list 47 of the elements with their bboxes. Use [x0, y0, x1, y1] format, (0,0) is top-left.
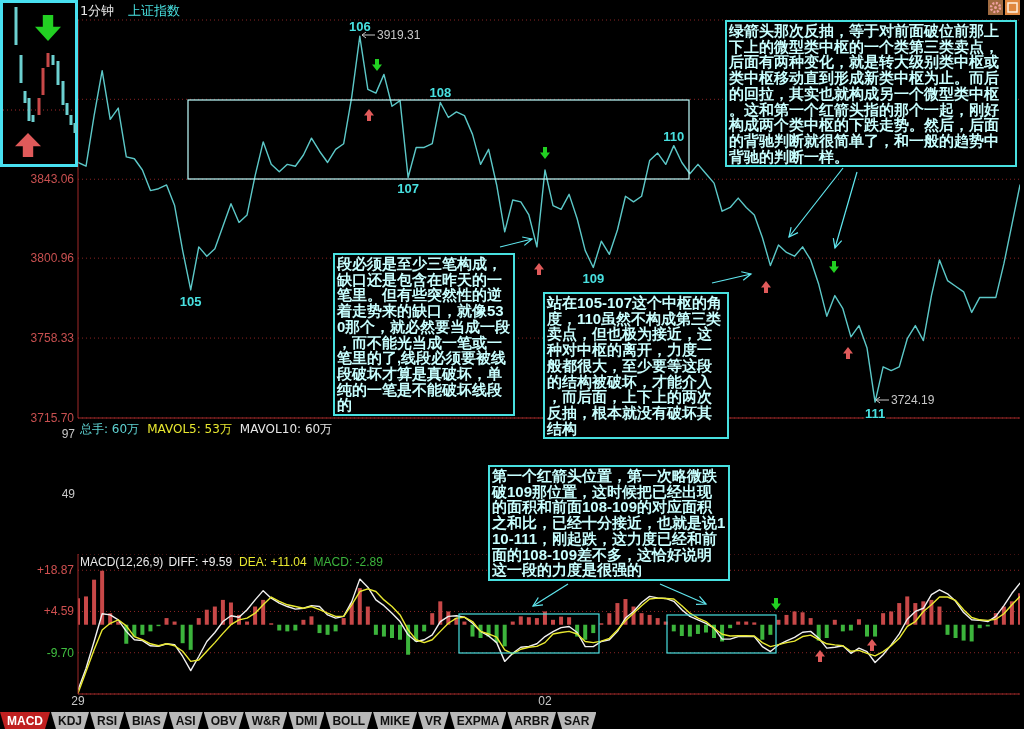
annotation: 3724.19 [891, 393, 935, 407]
annotation: 111 [864, 406, 886, 422]
tab: RSI [90, 712, 125, 729]
text: MACD: -2.89 [313, 555, 383, 569]
text: 站在105-107这个中枢的角度，110虽然不构成第三类卖点，但也极为接近，这种对中枢的离开，力度一般都很大，至少要等这段的结构被破坏，才能介入，而后面，上下上的两次反抽，根本就没有破坏其结构 [547, 294, 723, 437]
text: 49 [61, 487, 75, 501]
annotation: 第一个红箭头位置，第一次略微跌破109那位置，这时候把已经出现的面积和前面108-109的对应面积之和比，已经十分接近，也就是说110-111，刚起跌，这力度已经和前面的108-109差不多，这恰好说明这一段的力度是很强的 [488, 465, 730, 581]
text: 段必须是至少三笔构成，缺口还是包含在昨天的一笔里。但有些突然性的逆着走势来的缺口，就像530那个，就必然要当成一段，而不能光当成一笔或一笔里的了,线段必须要被线段破坏才算是真破坏，单纯的一笔是不能破坏线段的 [337, 255, 511, 414]
tab: VR [418, 712, 449, 729]
text: 97 [61, 427, 75, 441]
tab: EXPMA [449, 712, 507, 729]
x-tick-label: 29 [71, 693, 85, 708]
chart-title: 1分钟 [80, 2, 115, 20]
y-tick-label: 3843.06 [30, 172, 75, 187]
text: 总手: 60万 [80, 421, 140, 438]
tab: MACD [0, 712, 50, 729]
annotation: 3919.31 [377, 28, 421, 42]
y-tick-label: -9.70 [46, 645, 75, 660]
tab: BOLL [325, 712, 373, 729]
text: MAVOL5: 53万 [147, 421, 232, 438]
y-tick-label: +4.59 [43, 604, 75, 619]
text: DEA: +11.04 [239, 555, 307, 569]
tab: BIAS [125, 712, 168, 729]
annotation: 107 [397, 181, 419, 197]
tab: MIKE [373, 712, 418, 729]
y-tick-label: 3758.33 [30, 331, 75, 346]
y-tick-label: +18.87 [36, 563, 75, 578]
annotation: 108 [429, 85, 452, 101]
tab: W&R [244, 712, 288, 729]
annotation: 106 [348, 19, 371, 35]
tab: OBV [203, 712, 244, 729]
tab: ASI [168, 712, 203, 729]
x-tick-label: 02 [538, 693, 552, 708]
tab: SAR [557, 712, 597, 729]
chart-subtitle: 上证指数 [128, 2, 181, 20]
annotation: 110 [663, 128, 685, 144]
text: DIFF: +9.59 [168, 555, 233, 569]
y-tick-label: 3800.96 [30, 251, 75, 266]
text: 绿箭头那次反抽，等于对前面破位前那上下上的微型类中枢的一个类第三类卖点，后面有两种变化，就是转大级别类中枢或类中枢移动直到形成新类中枢为止。而后的回拉，其实也就构成另一个微型类中枢。这和第一个红箭头指的那个一起，刚好构成两个类中枢的下跌走势。然后，后面的背驰判断就很简单了，和一般的趋势中背驰的判断一样。 [729, 22, 999, 165]
y-tick-label: 3715.70 [30, 411, 75, 425]
tab: ARBR [507, 712, 557, 729]
annotation: 105 [179, 293, 202, 309]
annotation: 109 [582, 271, 605, 287]
tab: DMI [288, 712, 325, 729]
text: MAVOL10: 60万 [239, 421, 333, 438]
chart-title: MACD(12,26,9) [80, 555, 164, 569]
tab: KDJ [51, 712, 89, 729]
